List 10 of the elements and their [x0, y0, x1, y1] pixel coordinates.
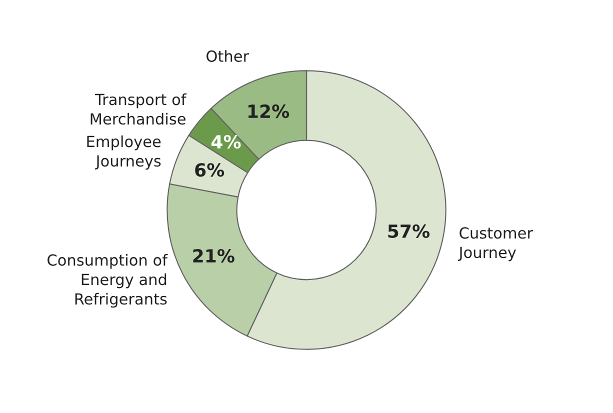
slice-label: Other: [206, 50, 250, 62]
slice-label: Employee Journeys: [87, 135, 161, 170]
data-label: 4%: [211, 134, 241, 149]
data-label: 6%: [195, 163, 224, 177]
slice-label: Customer Journey: [458, 227, 533, 262]
data-label: 12%: [248, 104, 290, 118]
data-label: 21%: [193, 249, 234, 263]
slice-label: Consumption of Energy and Refrigerants: [48, 254, 168, 308]
slice-label: Transport of Merchandise: [90, 93, 187, 125]
data-label: 57%: [388, 224, 430, 238]
